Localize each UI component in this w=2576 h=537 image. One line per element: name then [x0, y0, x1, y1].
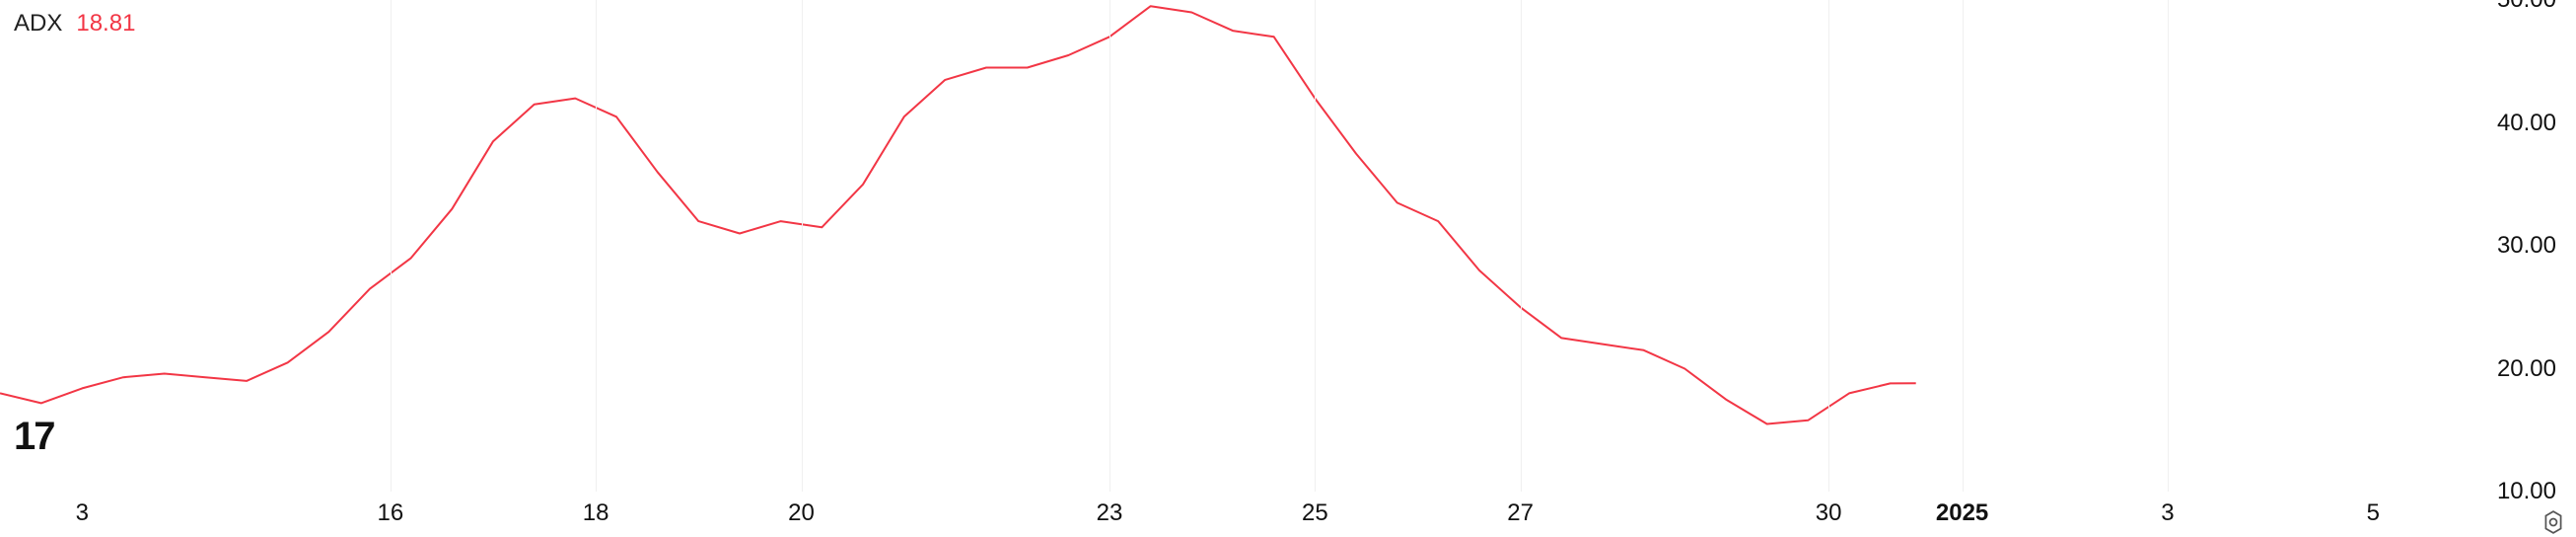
gridline-vertical [2168, 0, 2169, 492]
y-axis-label: 20.00 [2497, 355, 2556, 383]
x-axis-label: 20 [788, 499, 815, 527]
y-axis-label: 50.00 [2497, 0, 2556, 14]
gridline-vertical [1315, 0, 1316, 492]
x-axis-label: 25 [1302, 499, 1328, 527]
x-axis-label: 16 [377, 499, 403, 527]
y-axis-label: 40.00 [2497, 110, 2556, 137]
x-axis-label: 30 [1816, 499, 1842, 527]
x-axis-label: 5 [2367, 499, 2380, 527]
gridline-vertical [391, 0, 392, 492]
gridline-vertical [802, 0, 803, 492]
gridline-vertical [596, 0, 597, 492]
x-axis-label: 27 [1507, 499, 1534, 527]
tradingview-logo[interactable]: 17 [14, 415, 54, 459]
x-axis-label: 2025 [1936, 499, 1988, 527]
gridline-vertical [1828, 0, 1829, 492]
chart-plot[interactable] [0, 0, 2466, 492]
adx-line [0, 6, 1916, 423]
x-axis-label: 3 [2161, 499, 2174, 527]
y-axis-label: 30.00 [2497, 232, 2556, 260]
gridline-vertical [1963, 0, 1964, 492]
y-axis-label: 10.00 [2497, 478, 2556, 505]
chart-container: ADX 18.81 17 31618202325273020253550.004… [0, 0, 2576, 537]
x-axis-label: 3 [76, 499, 89, 527]
x-axis-label: 18 [583, 499, 609, 527]
gridline-vertical [1521, 0, 1522, 492]
x-axis-label: 23 [1097, 499, 1123, 527]
settings-icon[interactable] [2540, 509, 2566, 537]
gridline-vertical [1109, 0, 1110, 492]
